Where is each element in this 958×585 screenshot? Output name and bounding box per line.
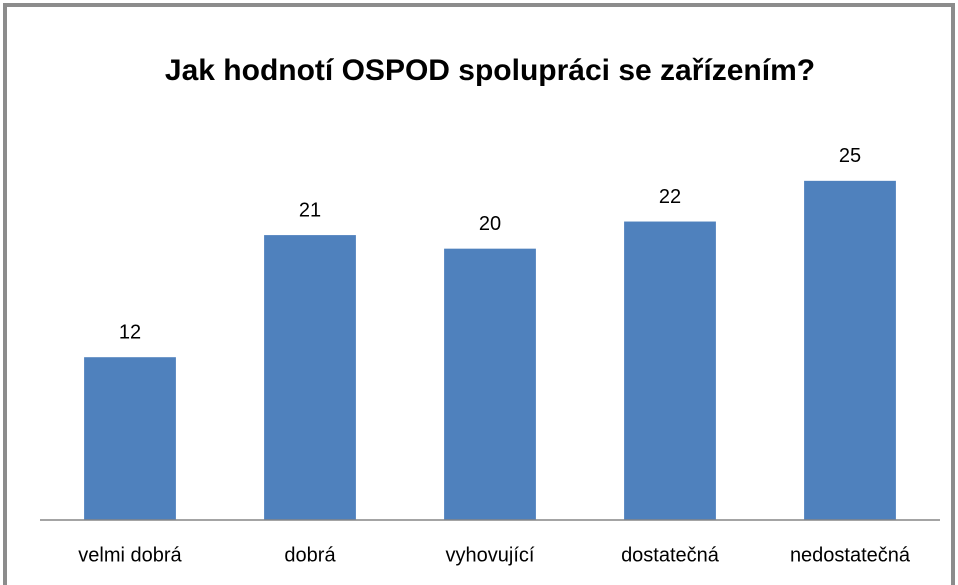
x-tick-label: velmi dobrá bbox=[78, 544, 182, 566]
x-tick-label: dobrá bbox=[284, 544, 336, 566]
bar bbox=[804, 180, 896, 521]
bar bbox=[264, 235, 356, 520]
data-label: 21 bbox=[299, 199, 321, 221]
bar bbox=[624, 221, 716, 521]
x-tick-label: dostatečná bbox=[621, 544, 720, 566]
data-label: 25 bbox=[839, 145, 861, 167]
bar bbox=[84, 357, 176, 520]
x-tick-label: vyhovující bbox=[446, 544, 535, 566]
data-label: 20 bbox=[479, 213, 501, 235]
data-label: 22 bbox=[659, 186, 681, 208]
data-label: 12 bbox=[119, 321, 141, 343]
x-tick-label: nedostatečná bbox=[790, 544, 911, 566]
chart-title: Jak hodnotí OSPOD spolupráci se zařízení… bbox=[165, 54, 815, 87]
bar bbox=[444, 248, 536, 520]
